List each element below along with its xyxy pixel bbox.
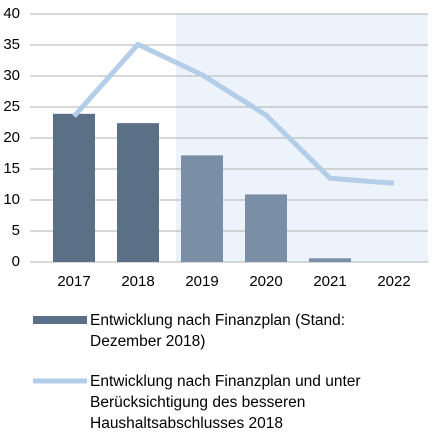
bar (181, 155, 223, 262)
y-tick-label: 40 (3, 5, 20, 22)
bar (245, 194, 287, 262)
legend-label: Entwicklung nach Finanzplan (Stand: Deze… (90, 312, 346, 350)
x-tick-label: 2017 (57, 273, 90, 290)
chart: 0 5 10 15 20 25 30 35 40 2017 2018 2019 2020 2021 2022 (3, 5, 428, 290)
bar (117, 123, 159, 263)
x-tick-label: 2022 (377, 273, 410, 290)
x-tick-label: 2018 (121, 273, 154, 290)
legend-label: Entwicklung nach Finanzplan und unter Be… (90, 373, 361, 432)
y-tick-label: 35 (3, 36, 20, 53)
x-tick-label: 2019 (185, 273, 218, 290)
y-tick-label: 0 (12, 253, 20, 270)
y-tick-label: 25 (3, 98, 20, 115)
legend-swatch (33, 316, 87, 324)
line (72, 41, 395, 186)
y-tick-label: 15 (3, 160, 20, 177)
x-tick-label: 2021 (313, 273, 346, 290)
bar (309, 258, 351, 262)
y-tick-label: 5 (12, 222, 20, 239)
y-tick-label: 30 (3, 67, 20, 84)
x-tick-label: 2020 (249, 273, 282, 290)
bar (53, 113, 95, 262)
y-tick-label: 20 (3, 129, 20, 146)
y-tick-label: 10 (3, 191, 20, 208)
